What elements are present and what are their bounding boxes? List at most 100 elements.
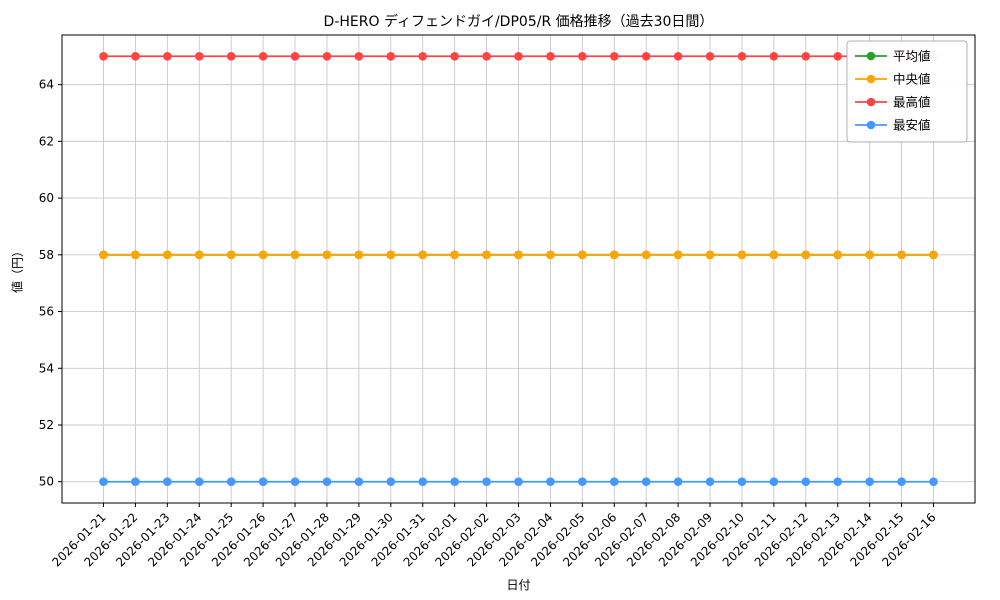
legend-marker-lowest (866, 120, 876, 130)
data-point-highest (546, 51, 555, 61)
legend-label-median: 中央値 (893, 72, 931, 87)
data-point-lowest (290, 477, 300, 487)
data-point-median (226, 250, 236, 260)
data-point-median (194, 250, 204, 260)
data-point-lowest (737, 477, 747, 487)
data-point-median (386, 250, 396, 260)
data-point-highest (131, 51, 140, 61)
data-point-highest (801, 51, 811, 61)
data-point-median (769, 250, 779, 260)
data-point-median (578, 250, 587, 260)
data-point-median (641, 250, 651, 260)
legend-marker-average (866, 51, 876, 61)
data-point-median (258, 250, 268, 260)
data-point-lowest (769, 477, 779, 487)
data-point-highest (226, 51, 236, 61)
data-point-highest (418, 51, 428, 61)
data-point-median (801, 250, 811, 260)
data-point-lowest (482, 477, 491, 487)
y-tick-label: 54 (39, 361, 54, 375)
y-tick-label: 60 (39, 191, 54, 205)
data-point-median (737, 250, 747, 260)
data-point-median (131, 250, 140, 260)
data-point-lowest (578, 477, 587, 487)
data-point-median (833, 250, 843, 260)
legend-label-average: 平均値 (893, 49, 931, 64)
legend-marker-highest (866, 97, 876, 107)
data-point-highest (641, 51, 651, 61)
data-point-lowest (258, 477, 268, 487)
data-point-lowest (163, 477, 172, 487)
data-point-highest (354, 51, 364, 61)
data-point-median (163, 250, 172, 260)
data-point-highest (99, 51, 108, 61)
data-point-highest (386, 51, 396, 61)
data-point-lowest (322, 477, 332, 487)
data-point-lowest (897, 477, 906, 487)
data-point-highest (450, 51, 459, 61)
chart-title: D-HERO ディフェンドガイ/DP05/R 価格推移（過去30日間） (323, 14, 714, 30)
y-axis-label: 値（円） (10, 244, 25, 294)
data-point-lowest (609, 477, 619, 487)
data-point-highest (194, 51, 204, 61)
y-tick-label: 64 (39, 78, 54, 92)
data-point-highest (833, 51, 843, 61)
data-point-median (929, 250, 938, 260)
data-point-median (322, 250, 332, 260)
y-tick-label: 62 (39, 134, 54, 148)
data-point-lowest (929, 477, 938, 487)
data-point-lowest (354, 477, 364, 487)
data-point-lowest (386, 477, 396, 487)
data-point-lowest (673, 477, 683, 487)
data-point-lowest (450, 477, 459, 487)
data-point-lowest (641, 477, 651, 487)
y-tick-label: 52 (39, 418, 54, 432)
data-point-lowest (194, 477, 204, 487)
data-point-lowest (833, 477, 843, 487)
data-point-lowest (705, 477, 715, 487)
data-point-highest (705, 51, 715, 61)
data-point-highest (322, 51, 332, 61)
data-point-highest (482, 51, 491, 61)
data-point-highest (609, 51, 619, 61)
data-point-highest (737, 51, 747, 61)
data-point-highest (769, 51, 779, 61)
y-tick-label: 58 (39, 248, 54, 262)
data-point-lowest (418, 477, 428, 487)
data-point-highest (163, 51, 172, 61)
x-axis-label: 日付 (506, 578, 531, 592)
data-point-median (418, 250, 428, 260)
legend-marker-median (866, 74, 876, 84)
data-point-lowest (99, 477, 108, 487)
data-point-median (514, 250, 523, 260)
data-point-lowest (514, 477, 523, 487)
data-point-median (897, 250, 906, 260)
data-point-highest (673, 51, 683, 61)
data-point-median (865, 250, 874, 260)
data-point-lowest (801, 477, 811, 487)
data-point-median (482, 250, 491, 260)
data-point-highest (258, 51, 268, 61)
data-point-median (450, 250, 459, 260)
data-point-highest (578, 51, 587, 61)
data-point-median (673, 250, 683, 260)
data-point-median (546, 250, 555, 260)
legend-box (846, 40, 968, 143)
data-point-median (705, 250, 715, 260)
legend-label-lowest: 最安値 (893, 118, 931, 133)
data-point-median (99, 250, 108, 260)
data-point-median (290, 250, 300, 260)
data-point-lowest (226, 477, 236, 487)
data-point-median (609, 250, 619, 260)
data-point-highest (290, 51, 300, 61)
data-point-median (354, 250, 364, 260)
y-tick-label: 50 (39, 475, 54, 489)
data-point-lowest (546, 477, 555, 487)
y-tick-label: 56 (39, 305, 54, 319)
data-point-highest (514, 51, 523, 61)
legend-label-highest: 最高値 (893, 95, 931, 110)
data-point-lowest (865, 477, 874, 487)
data-point-lowest (131, 477, 140, 487)
